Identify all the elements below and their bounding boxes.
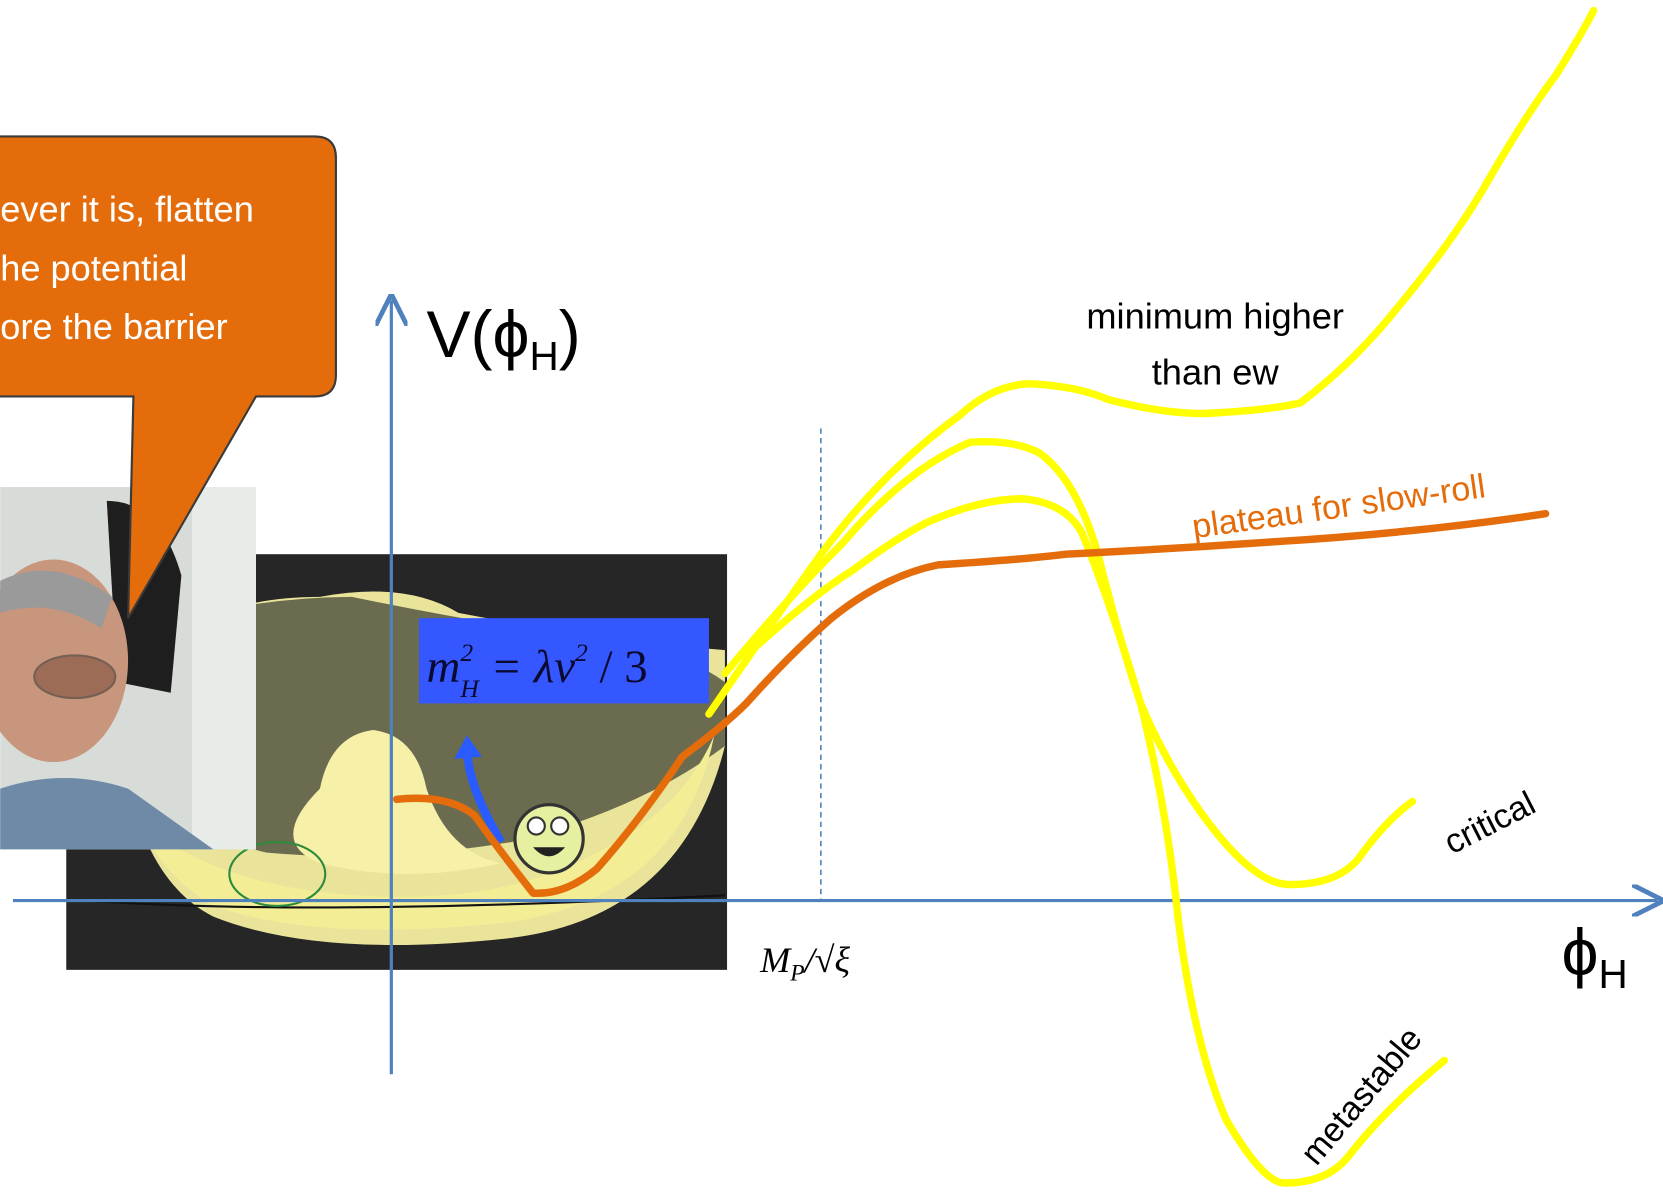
formula-part: 2 <box>575 638 588 667</box>
curve-label: critical <box>1438 784 1541 862</box>
formula-part: H <box>459 674 480 703</box>
label-part: /√ξ <box>803 940 851 980</box>
curve-label: minimum higher <box>1086 295 1344 336</box>
speaker-photo <box>0 487 256 849</box>
x-axis-label: ϕH <box>1562 916 1628 997</box>
planck-label: MP/√ξ <box>759 940 850 987</box>
formula-part: m <box>427 641 461 693</box>
callout-line: ever it is, flatten <box>0 189 254 230</box>
callout-line: ore the barrier <box>0 306 227 347</box>
label-part: H <box>1599 951 1628 997</box>
label-part: ϕ <box>1562 916 1599 990</box>
y-axis-label: V(ϕH) <box>427 298 581 379</box>
label-part: P <box>789 961 804 987</box>
label-part: ) <box>559 298 581 372</box>
label-part: V(ϕ <box>427 298 530 372</box>
page: {"callout": {"lines": ["ever it is, flat… <box>0 0 1663 1199</box>
slide: ever it is, flatten he potential ore the… <box>0 0 1663 1199</box>
label-part: H <box>530 333 559 379</box>
callout-line: he potential <box>0 247 187 288</box>
formula-part: = λv <box>479 641 575 693</box>
formula-part: / 3 <box>588 641 648 693</box>
curve-label: metastable <box>1293 1020 1429 1172</box>
label-part: M <box>759 940 792 980</box>
curve-label: than ew <box>1152 352 1280 393</box>
formula-part: 2 <box>460 638 473 667</box>
